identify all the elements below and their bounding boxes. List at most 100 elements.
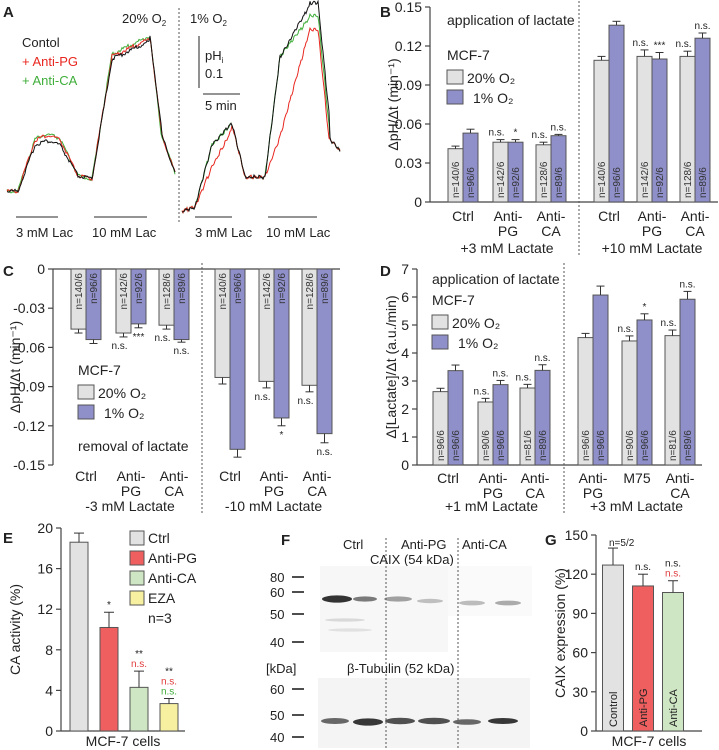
cell-line-label: MCF-7 — [432, 292, 475, 308]
category-label: Ctrl — [598, 208, 620, 224]
category-label: Anti- — [666, 470, 695, 486]
blot-tubulin-membrane — [318, 678, 530, 748]
group-label: -3 mM Lactate — [85, 498, 175, 514]
legend-swatch-1o2 — [446, 89, 464, 105]
n-label: n=96/6 — [596, 430, 607, 461]
bar-label: Control — [608, 692, 620, 727]
label-3mm-lac-20: 3 mM Lac — [16, 225, 74, 240]
category-label: Anti- — [521, 470, 550, 486]
category-label: Anti- — [479, 470, 508, 486]
significance-label: n.s. — [531, 130, 547, 141]
category-label: CA — [307, 483, 327, 499]
y-tick-label: 12 — [37, 601, 53, 617]
significance-label: * — [643, 302, 647, 313]
legend-label-1o2: 1% O₂ — [458, 335, 498, 351]
panel-label-e: E — [3, 530, 13, 547]
significance-label: n.s. — [473, 386, 489, 397]
n-label: n=128/6 — [683, 161, 694, 198]
marker-50: 50 — [270, 607, 284, 622]
legend-swatch-anti-pg — [129, 550, 145, 566]
legend-label-20o2: 20% O₂ — [452, 315, 500, 331]
y-tick-label: 0 — [401, 457, 409, 473]
y-tick-label: 90 — [572, 605, 588, 621]
marker-80: 80 — [270, 570, 284, 585]
n-label: n=142/6 — [262, 273, 273, 310]
n-label: n=81/6 — [523, 430, 534, 461]
significance-label: n.s. — [316, 447, 332, 458]
condition-1-o2: 1% O2 — [190, 11, 228, 28]
significance-label: n.s. — [173, 346, 189, 357]
n-label: n=89/6 — [683, 430, 694, 461]
blot-caix-membrane — [320, 566, 448, 652]
significance-label: n.s. — [515, 372, 531, 383]
category-label: CA — [164, 483, 184, 499]
group-label: -10 mM Lactate — [225, 498, 322, 514]
trace-control-1 — [181, 0, 341, 213]
n-label: n=89/6 — [320, 273, 331, 304]
y-tick-label: 120 — [565, 566, 589, 582]
y-tick-label: -0.03 — [13, 300, 45, 316]
n-label: n=140/6 — [597, 161, 608, 198]
panel-title: application of lactate — [432, 271, 560, 287]
n-label: n=92/6 — [655, 167, 666, 198]
y-tick-label: 0.06 — [395, 116, 422, 132]
significance-label: * — [514, 128, 518, 139]
y-tick-label: 60 — [572, 645, 588, 661]
y-tick-label: 0.09 — [395, 77, 422, 93]
n-label: n=140/6 — [218, 273, 229, 310]
y-tick-label: 6 — [401, 289, 409, 305]
panel-label-a: A — [3, 4, 14, 21]
legend-label-1o2: 1% O₂ — [473, 90, 513, 106]
y-tick-label: -0.06 — [13, 339, 45, 355]
significance-label: n.s. — [492, 368, 508, 379]
mw-markers: 80 60 50 40 [kDa] 60 50 40 — [266, 570, 304, 745]
n-label: n=92/6 — [511, 167, 522, 198]
category-label: Anti- — [638, 208, 667, 224]
category-label: Anti- — [537, 208, 566, 224]
scale-ph-label: pHi — [205, 48, 224, 65]
legend-swatch-ctrl — [129, 530, 145, 546]
blot-tubulin-bands — [321, 717, 518, 726]
legend-swatch-20o2 — [77, 384, 95, 400]
y-tick-label: -0.12 — [13, 418, 45, 434]
n-label: n=81/6 — [668, 430, 679, 461]
category-label: Ctrl — [452, 208, 474, 224]
marker-50-b: 50 — [270, 708, 284, 723]
significance-label: n.s. — [154, 333, 170, 344]
significance-label: n.s. — [632, 38, 648, 49]
significance-label: ** — [165, 667, 173, 678]
legend-anti-pg: + Anti-PG — [22, 54, 78, 69]
category-label: CA — [525, 485, 545, 501]
category-label: Ctrl — [437, 470, 459, 486]
significance-label: n.s. — [694, 21, 710, 32]
marker-40-b: 40 — [270, 730, 284, 745]
legend-label-eza: EZA — [148, 590, 176, 606]
category-label: CA — [685, 223, 705, 239]
cell-line-label: MCF-7 — [447, 47, 490, 63]
marker-40: 40 — [270, 635, 284, 650]
y-tick-label: 4 — [45, 682, 53, 698]
category-label: Anti- — [494, 208, 523, 224]
category-label: PG — [583, 485, 603, 501]
category-label: PG — [264, 483, 284, 499]
significance-label: n.s. — [488, 128, 504, 139]
y-tick-label: -0.15 — [13, 457, 45, 473]
panel-d: D 0 1 2 3 4 5 6 7 Δ[Lactate]/Δt (a.u./min) n=96/6 n… — [380, 261, 702, 514]
y-tick-label: 30 — [572, 684, 588, 700]
y-tick-label: 8 — [45, 642, 53, 658]
legend-swatch-1o2 — [77, 404, 95, 420]
trace-anti-ca-1 — [181, 13, 341, 214]
y-axis-label: CAIX expression (%) — [552, 568, 568, 698]
caix-label: CAIX (54 kDa) — [370, 552, 454, 567]
y-tick-label: 150 — [565, 527, 589, 543]
marker-60: 60 — [270, 585, 284, 600]
n-label: n=142/6 — [119, 273, 130, 310]
blot-caix-bands — [322, 595, 521, 632]
panel-c: C -0.15 -0.12 -0.09 -0.06 -0.03 0 ΔpH/Δt (min⁻¹… — [3, 261, 340, 514]
y-axis-label: CA activity (%) — [7, 584, 23, 675]
legend-swatch-eza — [129, 590, 145, 606]
group-label: +1 mM Lactate — [445, 498, 538, 514]
category-label: CA — [670, 485, 690, 501]
label-3mm-lac-1: 3 mM Lac — [195, 225, 253, 240]
